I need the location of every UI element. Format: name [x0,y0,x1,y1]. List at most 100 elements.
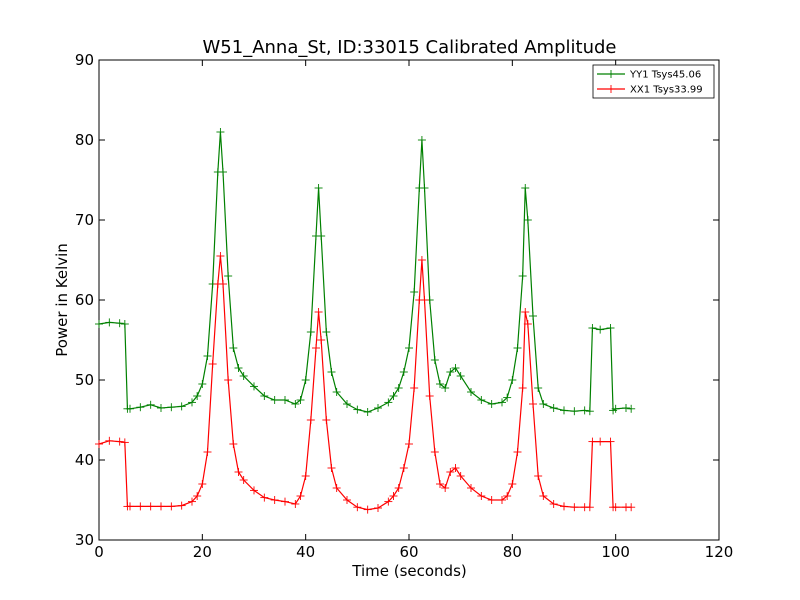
data-point [596,437,605,446]
data-point [250,486,258,495]
data-point [219,168,227,176]
data-point [216,252,225,260]
data-point [508,480,517,488]
data-point [430,356,439,364]
y-tick-label: 30 [75,531,94,549]
data-point [126,502,134,511]
x-tick-label: 100 [601,543,630,561]
data-point [105,436,114,445]
data-point [301,472,310,480]
legend-entry: XX1 Tsys33.99 [597,85,703,96]
data-point [193,392,202,400]
data-point [291,400,300,408]
data-point [234,468,243,476]
series-layer [95,128,636,514]
data-point [607,70,615,78]
data-point [224,272,233,280]
data-point [312,344,320,352]
data-point [270,496,279,504]
data-point [585,503,594,512]
data-point [451,464,460,472]
data-point [353,503,362,512]
data-point [384,497,393,506]
data-point [436,480,444,488]
data-point [513,344,522,352]
data-point [322,328,331,336]
legend-entry: YY1 Tsys45.06 [597,70,701,81]
data-point [260,392,269,400]
y-axis-label: Power in Kelvin [53,243,71,357]
data-point [627,503,636,512]
data-point [203,352,212,360]
data-point [177,501,186,510]
data-point [627,404,636,413]
data-point [314,308,323,316]
data-point [611,503,620,512]
data-point [229,344,238,352]
data-point [115,437,124,446]
data-point [596,325,605,334]
data-point [417,136,426,144]
data-point [477,396,486,404]
data-point [157,404,165,412]
y-tick-label: 70 [75,211,94,229]
data-point [389,492,398,500]
legend-label: YY1 Tsys45.06 [629,70,701,81]
data-point [588,437,597,446]
data-point [441,484,450,492]
data-point [332,388,341,396]
x-tick-label: 20 [193,543,212,561]
data-point [451,364,460,372]
data-point [203,448,212,456]
data-point [229,440,238,448]
series-0 [95,128,636,416]
tick-layer [98,59,720,541]
data-point [296,396,305,404]
data-point [188,497,196,506]
data-point [95,440,103,448]
data-point [146,502,155,511]
plot-area [95,59,720,541]
data-point [503,492,512,500]
data-point [281,497,289,506]
data-point [306,416,315,424]
data-point [105,318,114,327]
data-point [477,492,486,500]
data-point [327,464,336,472]
data-point [234,364,243,372]
series-line [98,131,632,413]
data-point [570,503,579,512]
data-point [467,388,475,396]
data-point [177,402,186,411]
data-point [260,493,269,502]
data-point [498,496,506,504]
data-point [115,319,124,328]
x-tick-label: 0 [94,543,104,561]
data-point [224,376,233,384]
data-point [456,472,465,480]
data-point [167,502,176,511]
data-point [193,492,202,500]
data-point [239,476,248,484]
data-point [570,407,579,416]
legend-label: XX1 Tsys33.99 [630,85,703,96]
y-tick-label: 80 [75,131,94,149]
data-point [374,504,382,512]
data-point [317,336,326,344]
data-point [521,308,530,316]
data-point [513,448,522,456]
data-point [332,484,341,492]
data-point [405,440,413,448]
data-point [374,404,382,412]
series-line [98,255,632,511]
data-point [322,416,331,424]
data-point [281,396,289,404]
data-point [136,403,145,412]
data-point [606,437,615,446]
series-1 [95,252,636,514]
data-point [607,85,615,93]
data-point [95,320,103,328]
data-point [588,324,597,332]
data-point [518,384,527,392]
data-point [219,280,227,288]
